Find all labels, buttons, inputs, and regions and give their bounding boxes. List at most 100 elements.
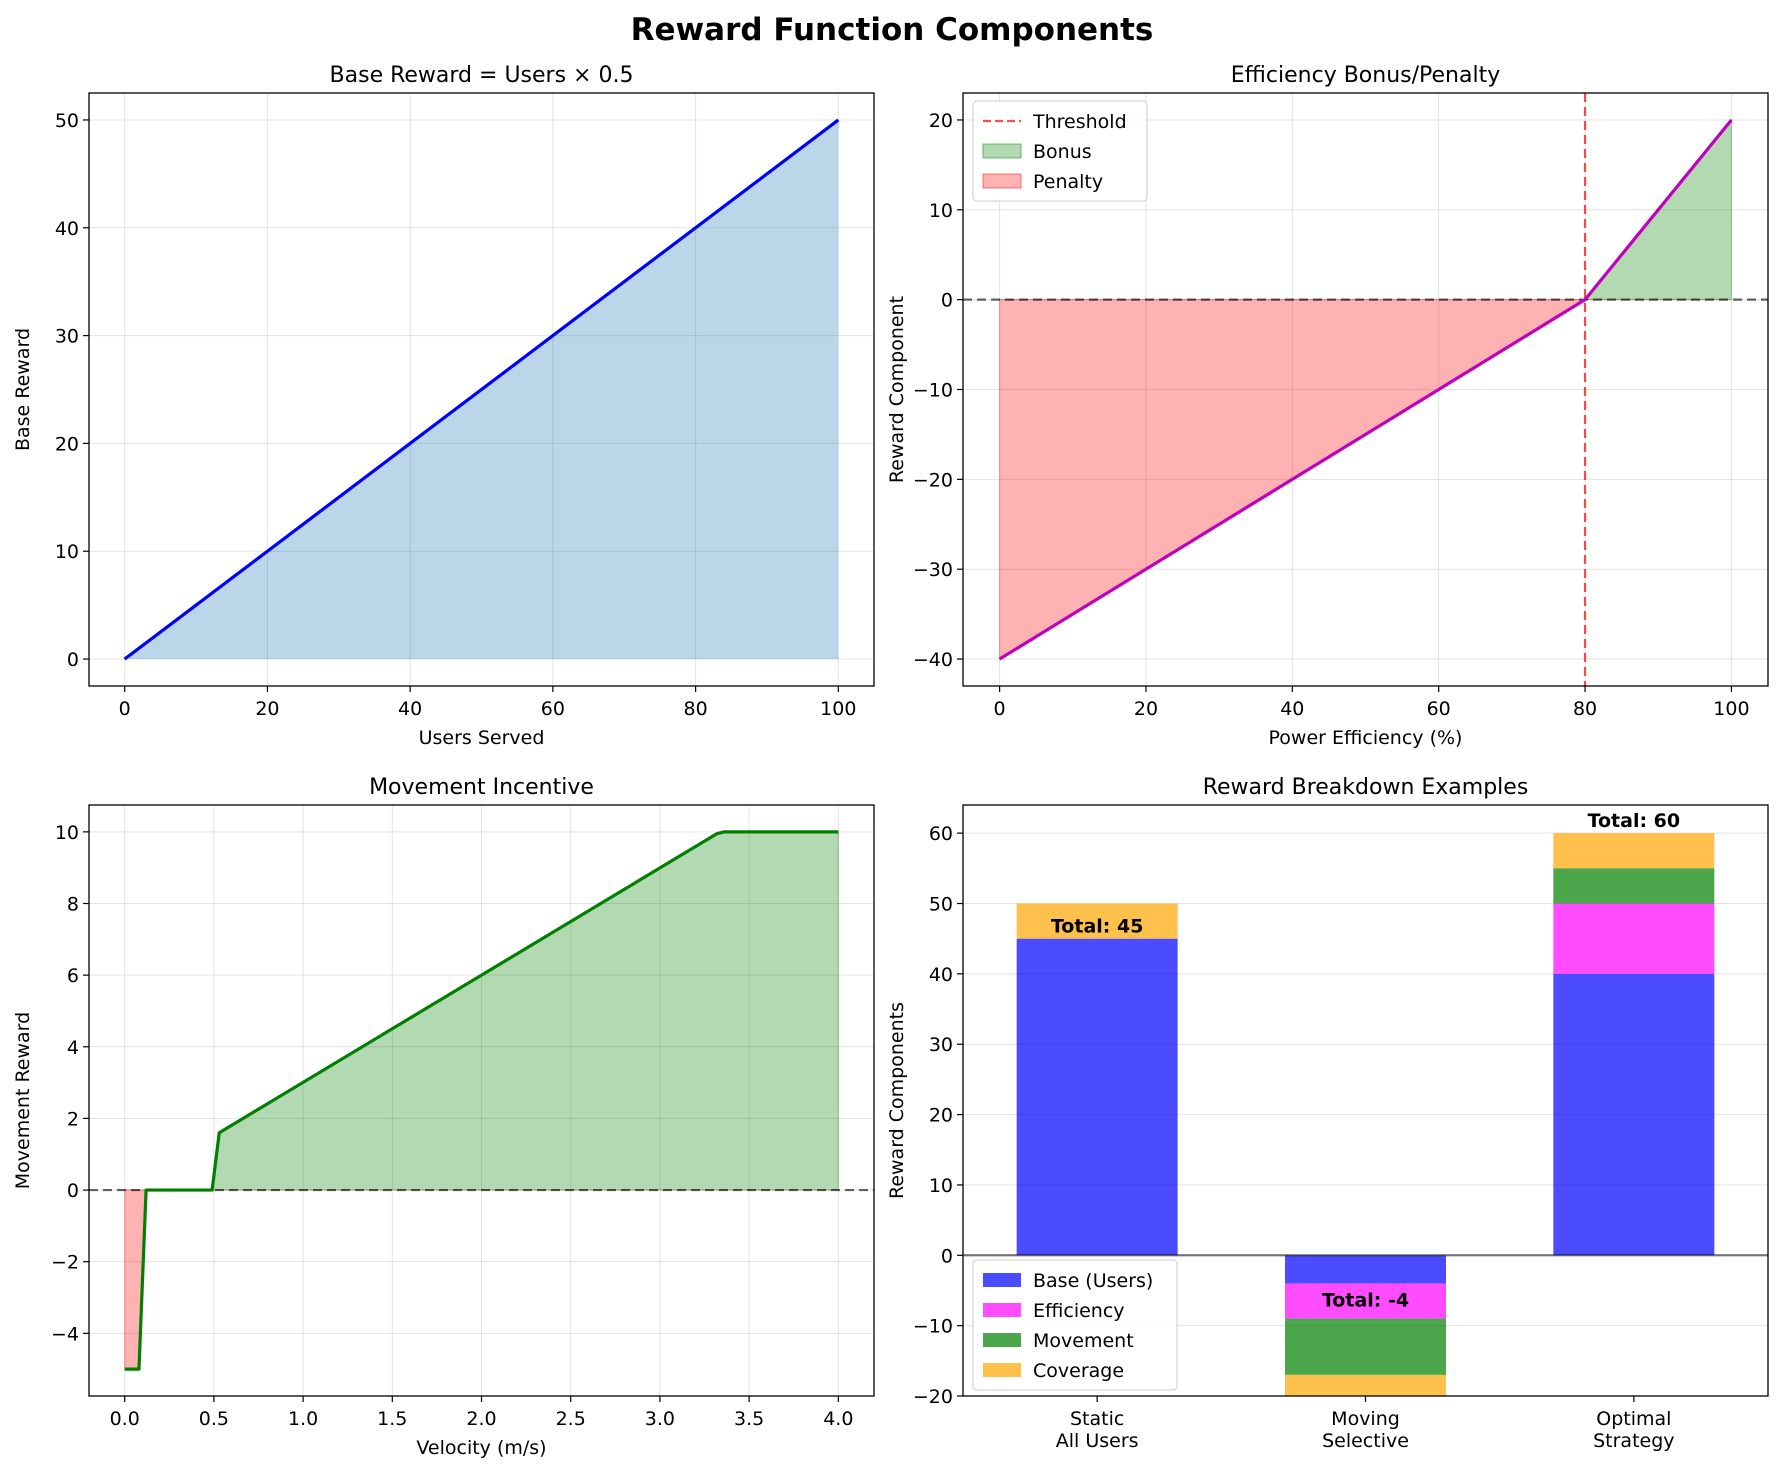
chart-breakdown: −20 −10 0 10 20 30 40 50 60 Reward Breakdown Exam… (886, 775, 1769, 1452)
series-line (124, 830, 839, 1371)
y-tick-label: 4 (67, 1037, 79, 1059)
x-tick-label: 60 (1427, 698, 1451, 720)
legend (972, 100, 1148, 202)
legend-label: Threshold (1032, 111, 1127, 133)
x-axis-label: Power Efficiency (%) (1269, 727, 1463, 749)
ticks: −40 −30 −20 −10 0 10 20 0 20 40 60 80 100 (913, 110, 1750, 720)
bar-total-label: Total: 45 (1051, 916, 1144, 938)
chart-title: Reward Breakdown Examples (1203, 775, 1529, 800)
bars (1016, 833, 1715, 1396)
x-tick-label: 4.0 (823, 1408, 853, 1430)
chart-efficiency: −40 −30 −20 −10 0 10 20 0 20 40 60 80 100 Efficiency … (886, 63, 1769, 749)
bar-segment (1553, 903, 1715, 974)
series-line (123, 118, 840, 661)
legend-swatch (983, 1333, 1021, 1347)
legend-label: Movement (1033, 1330, 1134, 1352)
legend-label: Bonus (1033, 141, 1092, 163)
y-tick-label: −4 (51, 1323, 79, 1345)
x-tick-label: 40 (398, 698, 422, 720)
x-tick-label: 2.5 (556, 1408, 586, 1430)
bar-segment (1016, 903, 1178, 939)
legend-label: Efficiency (1033, 1300, 1125, 1322)
x-tick-label: 100 (820, 698, 856, 720)
y-tick-label: 20 (929, 1105, 953, 1127)
x-tick-label: 80 (683, 698, 707, 720)
y-tick-label: 30 (55, 326, 79, 348)
y-tick-label: −20 (913, 1386, 953, 1408)
figure-title: Reward Function Components (631, 12, 1154, 48)
ticks: 0 10 20 30 40 50 0 20 40 60 80 100 (55, 110, 857, 720)
ticks: −4 −2 0 2 4 6 8 10 0.0 0.5 1.0 1.5 2.0 2.5 3.0 3.5 4.0 (51, 822, 853, 1430)
series-line (998, 118, 1733, 661)
bar-segment (1553, 833, 1715, 869)
x-tick-label: 3.0 (645, 1408, 675, 1430)
grid (89, 93, 874, 686)
bar-total-label: Total: 60 (1588, 810, 1681, 832)
legend-swatch (983, 1303, 1021, 1317)
y-tick-label: −10 (913, 1316, 953, 1338)
chart-title: Movement Incentive (369, 775, 594, 800)
plot-frame (88, 804, 875, 1397)
x-tick-label: 0.0 (110, 1408, 140, 1430)
y-tick-label: 20 (929, 110, 953, 132)
y-tick-label: 10 (55, 541, 79, 563)
y-tick-label: 10 (55, 822, 79, 844)
bar-total-label: Total: -4 (1322, 1289, 1409, 1311)
x-tick-label: Moving (1331, 1408, 1400, 1430)
y-tick-label: 0 (67, 649, 79, 671)
chart-title: Efficiency Bonus/Penalty (1231, 63, 1500, 88)
x-tick-label: Static (1070, 1408, 1124, 1430)
bar-segment (1285, 1283, 1446, 1319)
bar-segment (1016, 938, 1178, 1256)
y-tick-label: 10 (929, 1175, 953, 1197)
y-axis-label: Base Reward (12, 328, 34, 451)
legend-label: Coverage (1033, 1360, 1124, 1382)
chart-title: Base Reward = Users × 0.5 (330, 63, 634, 88)
legend-swatch (983, 1273, 1021, 1287)
y-axis-label: Movement Reward (12, 1012, 34, 1189)
x-tick-label: 1.0 (288, 1408, 318, 1430)
x-tick-label: Selective (1322, 1430, 1409, 1452)
legend-swatch (982, 173, 1022, 189)
y-tick-label: 0 (941, 1245, 953, 1267)
x-tick-label: 40 (1280, 698, 1304, 720)
x-tick-label: 0.5 (199, 1408, 229, 1430)
x-tick-label: 0 (119, 698, 131, 720)
bar-segment (1553, 973, 1715, 1256)
legend-swatch (982, 143, 1022, 159)
y-tick-label: −10 (913, 380, 953, 402)
x-tick-label: 2.0 (466, 1408, 496, 1430)
y-tick-label: 50 (929, 894, 953, 916)
y-tick-label: 6 (67, 965, 79, 987)
y-tick-label: 8 (67, 894, 79, 916)
y-tick-label: 40 (55, 218, 79, 240)
y-tick-label: 50 (55, 110, 79, 132)
y-tick-label: 20 (55, 433, 79, 455)
x-tick-label: Optimal (1596, 1408, 1671, 1430)
x-tick-label: 0 (994, 698, 1006, 720)
x-tick-label: 60 (541, 698, 565, 720)
bar-segment (1285, 1255, 1446, 1284)
y-tick-label: −20 (913, 469, 953, 491)
y-tick-label: −2 (51, 1252, 79, 1274)
x-tick-label: Strategy (1593, 1430, 1674, 1452)
x-tick-label: 100 (1713, 698, 1749, 720)
chart-base: 0 10 20 30 40 50 0 20 40 60 80 100 Base Reward = Use… (12, 63, 875, 749)
y-axis-label: Reward Components (886, 1002, 908, 1199)
bar-segment (1285, 1374, 1446, 1396)
legend-label: Penalty (1033, 171, 1103, 193)
x-axis-label: Users Served (419, 727, 545, 749)
x-tick-label: 20 (1134, 698, 1158, 720)
chart-movement: −4 −2 0 2 4 6 8 10 0.0 0.5 1.0 1.5 2.0 2.5 3.0 3.5 4.0 Mo… (12, 775, 875, 1459)
y-axis-label: Reward Component (886, 296, 908, 483)
x-tick-label: 20 (255, 698, 279, 720)
y-tick-label: 60 (929, 823, 953, 845)
bar-segment (1285, 1318, 1446, 1375)
x-tick-label: All Users (1056, 1430, 1139, 1452)
ticks: −20 −10 0 10 20 30 40 50 60 (913, 823, 963, 1408)
y-tick-label: −30 (913, 559, 953, 581)
x-axis-label: Velocity (m/s) (416, 1437, 546, 1459)
y-tick-label: 30 (929, 1034, 953, 1056)
bar-segment (1553, 868, 1715, 904)
